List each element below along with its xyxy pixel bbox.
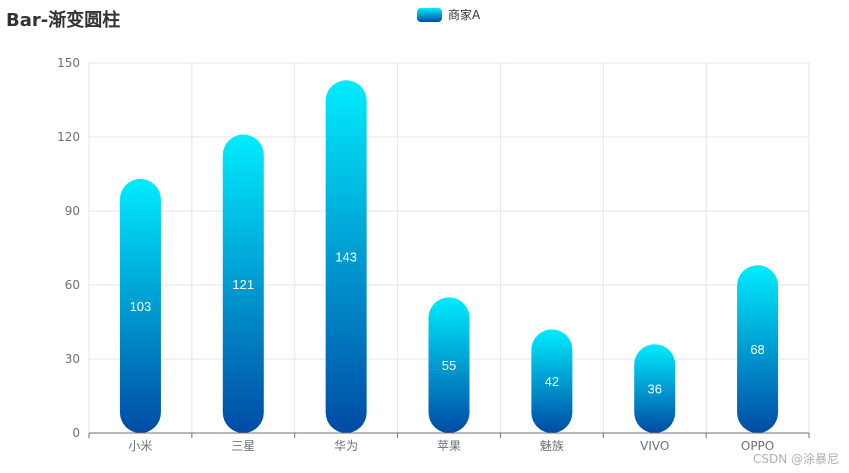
- bar-value-label: 143: [335, 250, 357, 265]
- bars: 103 121 143 55 42 36 68: [119, 80, 779, 434]
- bar[interactable]: [428, 297, 470, 433]
- y-tick-label: 90: [65, 204, 80, 218]
- bar-value-label: 55: [442, 358, 456, 373]
- y-tick-label: 60: [65, 278, 80, 292]
- legend-label: 商家A: [448, 8, 481, 22]
- x-tick-label: OPPO: [741, 439, 774, 453]
- bar[interactable]: [222, 134, 264, 434]
- bar[interactable]: [737, 265, 779, 433]
- bar-value-label: 121: [232, 277, 254, 292]
- axes: 0 30 60 90 120 150 小米 三星 华为 苹果 魅族 VIVO OPPO: [57, 56, 810, 453]
- x-tick-label: 三星: [231, 439, 255, 453]
- y-tick-label: 0: [72, 426, 80, 440]
- x-tick-label: VIVO: [640, 439, 669, 453]
- bar[interactable]: [119, 178, 161, 433]
- bar-value-label: 36: [647, 382, 661, 397]
- x-tick-label: 小米: [128, 439, 152, 453]
- bar[interactable]: [325, 80, 367, 434]
- x-tick-label: 华为: [334, 439, 358, 453]
- y-tick-label: 30: [65, 352, 80, 366]
- chart-title: Bar-渐变圆柱: [6, 10, 121, 31]
- bar-value-label: 68: [750, 342, 764, 357]
- x-tick-label: 魅族: [540, 438, 564, 453]
- y-tick-label: 150: [57, 56, 80, 70]
- legend-swatch: [417, 7, 442, 22]
- bar-value-label: 42: [545, 374, 559, 389]
- watermark: CSDN @涂暴尼: [752, 452, 839, 466]
- bar[interactable]: [634, 344, 676, 433]
- legend-item[interactable]: 商家A: [417, 6, 480, 23]
- y-tick-label: 120: [57, 130, 80, 144]
- bar[interactable]: [531, 329, 573, 433]
- x-tick-label: 苹果: [437, 439, 461, 453]
- bar-value-label: 103: [130, 299, 152, 314]
